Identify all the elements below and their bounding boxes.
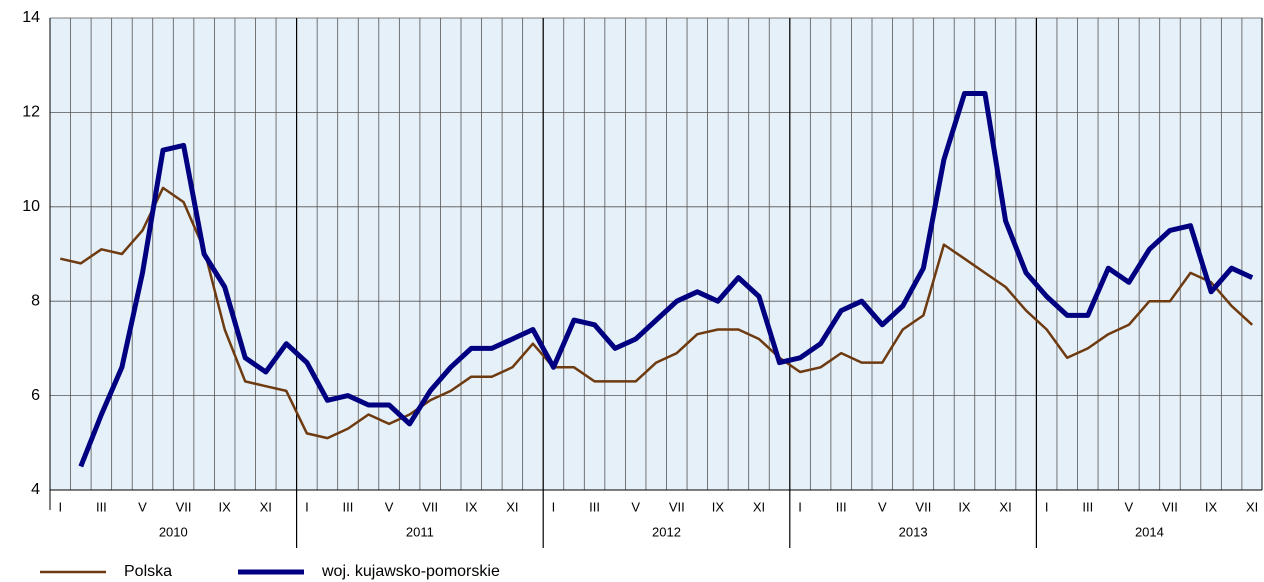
x-tick-label: I (1045, 499, 1049, 514)
plot-area (50, 18, 1262, 490)
y-tick-label: 8 (31, 292, 40, 309)
x-tick-label: III (836, 499, 847, 514)
y-tick-label: 12 (22, 104, 40, 121)
y-tick-label: 6 (31, 387, 40, 404)
x-tick-label: V (385, 499, 394, 514)
group-label: 2011 (406, 524, 434, 539)
x-tick-label: XI (260, 499, 272, 514)
x-tick-label: IX (219, 499, 232, 514)
x-tick-label: XI (999, 499, 1011, 514)
x-tick-label: III (343, 499, 354, 514)
legend-label: Polska (124, 563, 172, 580)
x-tick-label: III (96, 499, 107, 514)
x-tick-label: I (58, 499, 62, 514)
x-tick-label: IX (1205, 499, 1218, 514)
y-tick-label: 4 (31, 481, 40, 498)
x-tick-label: V (878, 499, 887, 514)
group-label: 2013 (899, 524, 928, 539)
series-line (78, 91, 1254, 468)
x-tick-label: V (1125, 499, 1134, 514)
y-tick-label: 14 (22, 9, 40, 26)
group-label: 2010 (159, 524, 188, 539)
x-tick-label: VII (422, 499, 438, 514)
x-tick-label: IX (958, 499, 971, 514)
x-tick-label: VII (915, 499, 931, 514)
series-line (60, 186, 1254, 440)
x-tick-label: IX (465, 499, 478, 514)
x-tick-label: XI (753, 499, 765, 514)
x-tick-label: I (305, 499, 309, 514)
x-tick-label: III (589, 499, 600, 514)
group-label: 2014 (1135, 524, 1164, 539)
group-label: 2012 (652, 524, 681, 539)
y-tick-label: 10 (22, 198, 40, 215)
x-tick-label: III (1082, 499, 1093, 514)
x-tick-label: V (138, 499, 147, 514)
x-tick-label: I (798, 499, 802, 514)
legend-label: woj. kujawsko-pomorskie (321, 563, 500, 580)
x-tick-label: VII (1162, 499, 1178, 514)
x-tick-label: VII (669, 499, 685, 514)
x-tick-label: IX (712, 499, 725, 514)
x-tick-label: XI (506, 499, 518, 514)
x-tick-label: VII (176, 499, 192, 514)
x-tick-label: XI (1246, 499, 1258, 514)
x-tick-label: V (631, 499, 640, 514)
x-tick-label: I (552, 499, 556, 514)
